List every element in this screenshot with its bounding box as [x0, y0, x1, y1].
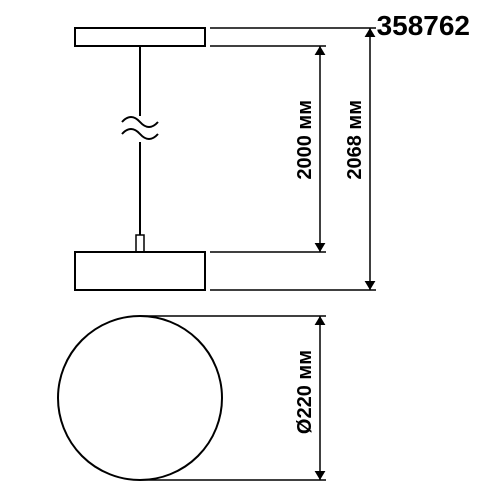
dim-cable-length: 2000 мм	[294, 100, 317, 180]
dim-total-height: 2068 мм	[344, 100, 367, 180]
dim-diameter: Ø220 мм	[294, 350, 317, 434]
product-code: 358762	[377, 10, 470, 42]
